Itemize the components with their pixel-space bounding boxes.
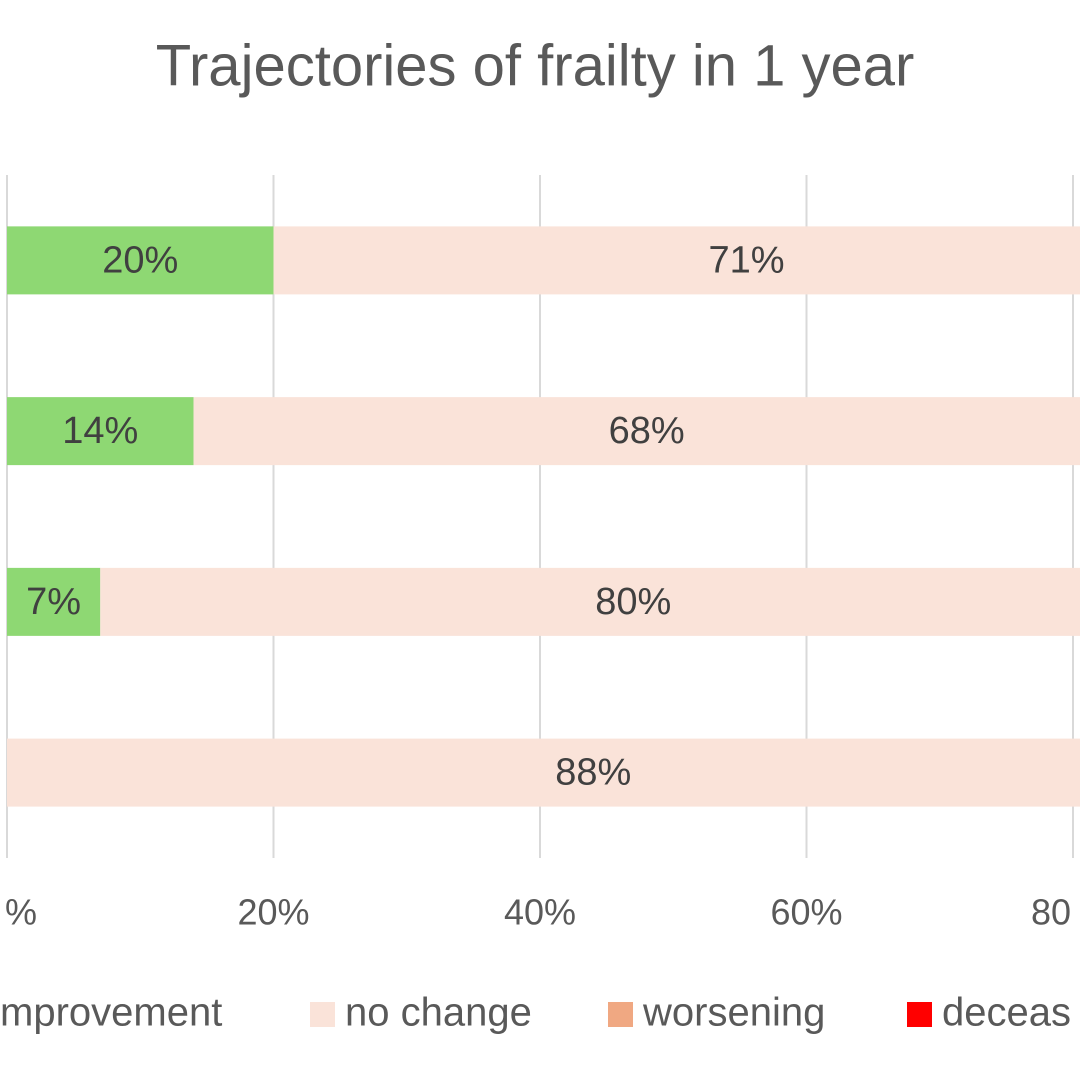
x-tick-label: 20% xyxy=(237,892,309,933)
x-tick-label: % xyxy=(5,892,37,933)
bar-segment xyxy=(273,226,1080,295)
bar-segment xyxy=(100,567,1080,636)
data-label: 7% xyxy=(26,581,81,623)
bar-segment xyxy=(7,226,274,295)
bar-segment xyxy=(193,397,1080,466)
data-label: 20% xyxy=(102,239,178,281)
x-tick-label: 40% xyxy=(504,892,576,933)
legend-label: worsening xyxy=(642,991,825,1035)
data-label: 88% xyxy=(555,752,631,794)
data-label: 80% xyxy=(595,581,671,623)
data-label: 71% xyxy=(709,239,785,281)
chart-title: Trajectories of frailty in 1 year xyxy=(156,33,915,98)
legend-swatch xyxy=(310,1002,335,1027)
legend-swatch xyxy=(907,1002,932,1027)
bar-segment xyxy=(7,397,194,466)
data-label: 68% xyxy=(609,410,685,452)
bar-segment xyxy=(7,567,101,636)
legend-swatch xyxy=(608,1002,633,1027)
x-tick-label: 60% xyxy=(770,892,842,933)
legend-label: deceas xyxy=(942,991,1071,1035)
data-label: 14% xyxy=(62,410,138,452)
legend-label: no change xyxy=(345,991,532,1035)
x-tick-label: 80 xyxy=(1031,892,1071,933)
bar-segment xyxy=(7,738,1080,807)
legend-label: mprovement xyxy=(0,991,222,1035)
